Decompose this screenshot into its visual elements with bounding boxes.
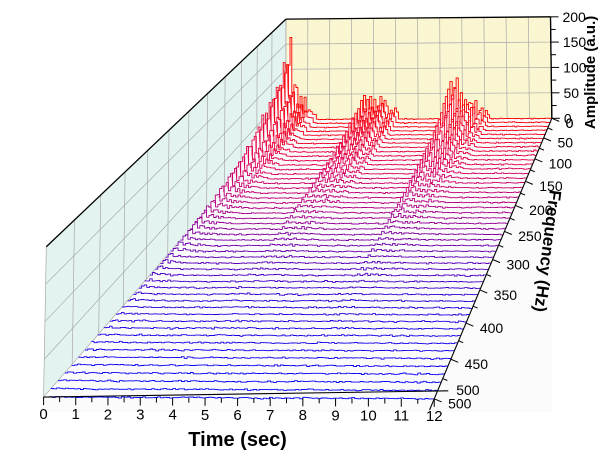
svg-text:9: 9 [331, 407, 339, 424]
svg-text:5: 5 [201, 407, 209, 424]
svg-text:500: 500 [448, 396, 472, 412]
svg-text:7: 7 [266, 407, 274, 424]
svg-text:2: 2 [104, 406, 112, 423]
svg-text:50: 50 [564, 85, 580, 101]
svg-text:10: 10 [360, 408, 377, 425]
svg-text:Amplitude (a.u.): Amplitude (a.u.) [582, 16, 599, 129]
svg-text:400: 400 [480, 320, 504, 336]
svg-text:Time (sec): Time (sec) [188, 429, 287, 451]
svg-text:3: 3 [136, 406, 144, 423]
svg-text:350: 350 [494, 287, 518, 303]
svg-text:11: 11 [393, 408, 409, 425]
svg-text:100: 100 [549, 156, 573, 172]
svg-text:450: 450 [465, 356, 489, 372]
svg-text:300: 300 [506, 256, 530, 272]
svg-text:50: 50 [557, 135, 573, 151]
svg-text:6: 6 [233, 407, 241, 424]
svg-text:12: 12 [426, 408, 443, 425]
svg-text:250: 250 [518, 228, 542, 244]
svg-text:0: 0 [39, 406, 47, 423]
svg-text:1: 1 [72, 406, 80, 423]
svg-text:0: 0 [566, 115, 574, 131]
svg-text:8: 8 [299, 407, 307, 424]
svg-text:4: 4 [168, 407, 176, 424]
